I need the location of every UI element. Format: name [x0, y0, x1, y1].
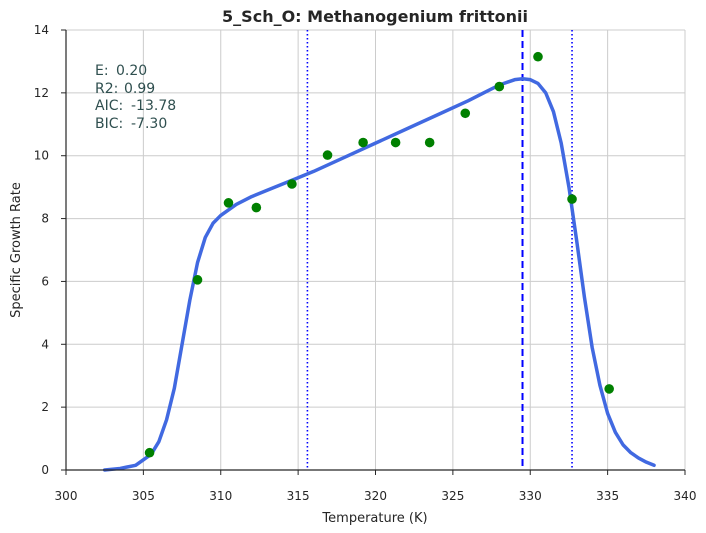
data-point-7	[390, 137, 401, 148]
x-tick-label-4: 320	[364, 489, 387, 503]
data-points-layer	[144, 51, 614, 458]
fit-curve-layer	[102, 76, 656, 472]
y-axis-label: Specific Growth Rate	[9, 182, 24, 318]
data-point-2	[223, 198, 234, 208]
y-tick-label-6: 12	[34, 86, 49, 100]
stat-e-value: 0.20	[116, 63, 147, 79]
data-point-12	[567, 194, 577, 204]
reference-lines	[306, 30, 573, 470]
x-tick-label-0: 300	[55, 489, 78, 503]
data-point-4	[287, 179, 297, 189]
data-point-9	[460, 108, 471, 119]
stat-e-label: E:	[95, 63, 109, 79]
stat-r2-value: 0.99	[124, 81, 155, 97]
y-tick-labels: 0 2 4 6 8 10 12 14	[34, 23, 49, 477]
y-tick-label-2: 4	[41, 337, 49, 351]
fit-statistics: E: 0.20 R2: 0.99 AIC: -13.78 BIC: -7.30	[95, 63, 176, 132]
stat-bic-value: -7.30	[131, 116, 167, 132]
data-point-1	[192, 275, 203, 285]
y-tick-label-7: 14	[34, 23, 49, 37]
x-tick-label-7: 335	[596, 489, 619, 503]
x-axis-label: Temperature (K)	[321, 511, 427, 526]
data-point-0	[144, 447, 155, 458]
chart-title: 5_Sch_O: Methanogenium frittonii	[222, 7, 528, 26]
y-tick-label-3: 6	[41, 274, 49, 288]
axes	[61, 29, 686, 475]
y-tick-label-1: 2	[41, 400, 49, 414]
stat-bic-label: BIC:	[95, 116, 123, 132]
x-tick-label-8: 340	[674, 489, 697, 503]
data-point-11	[533, 51, 543, 62]
data-point-8	[424, 137, 435, 148]
y-tick-label-0: 0	[41, 463, 49, 477]
data-point-10	[494, 81, 505, 92]
data-point-13	[604, 384, 614, 394]
stat-aic-value: -13.78	[131, 98, 176, 114]
x-tick-label-1: 305	[132, 489, 155, 503]
fit-curve	[102, 76, 656, 472]
x-tick-label-2: 310	[209, 489, 232, 503]
data-point-6	[358, 137, 368, 148]
data-point-3	[251, 202, 262, 213]
x-tick-label-5: 325	[441, 489, 464, 503]
stat-r2-label: R2:	[95, 81, 118, 97]
x-tick-label-3: 315	[287, 489, 310, 503]
y-tick-label-4: 8	[41, 212, 49, 226]
y-tick-label-5: 10	[34, 149, 49, 163]
x-tick-labels: 300 305 310 315 320 325 330 335 340	[55, 489, 697, 503]
x-tick-label-6: 330	[519, 489, 542, 503]
data-point-5	[322, 150, 333, 160]
stat-aic-label: AIC:	[95, 98, 123, 114]
